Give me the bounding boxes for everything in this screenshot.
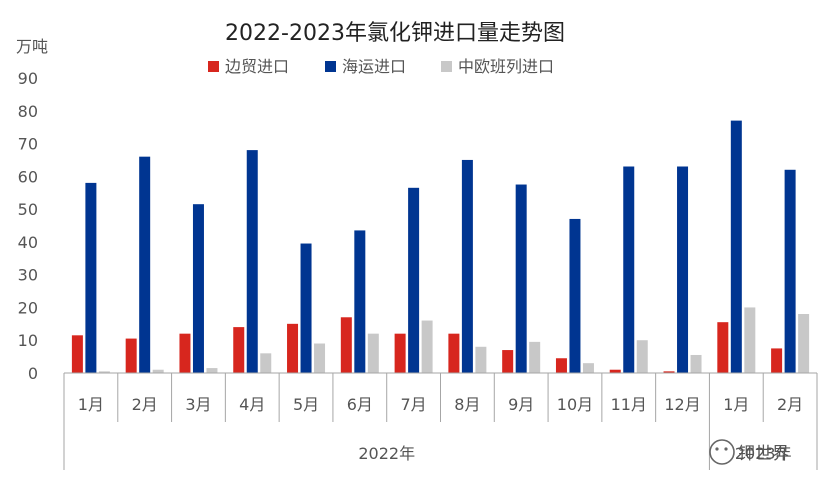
x-tick-label: 8月 [454, 395, 480, 414]
bar [367, 333, 379, 373]
bar [609, 369, 621, 373]
legend-label: 中欧班列进口 [458, 57, 554, 76]
bar [125, 338, 137, 373]
x-tick-label: 10月 [557, 395, 593, 414]
bar [529, 341, 541, 373]
bar [677, 166, 689, 373]
x-tick-label: 6月 [347, 395, 373, 414]
bar [690, 354, 702, 373]
bar [730, 120, 742, 373]
y-tick-label: 0 [28, 364, 38, 383]
bar [771, 348, 783, 373]
bar [98, 371, 110, 373]
x-tick-label: 2月 [132, 395, 158, 414]
legend-swatch [208, 61, 219, 72]
y-tick-label: 20 [18, 298, 38, 317]
bar [569, 218, 581, 373]
watermark: 钾世界 [709, 439, 789, 465]
y-tick-label: 60 [18, 167, 38, 186]
bar [71, 335, 83, 373]
bar [636, 340, 648, 373]
bar [192, 204, 204, 373]
bar [287, 323, 299, 373]
wechat-icon-eye-right [724, 447, 728, 451]
bar [798, 314, 810, 373]
bar [152, 369, 164, 373]
x-tick-label: 2月 [777, 395, 803, 414]
bar [408, 187, 420, 373]
x-tick-label: 5月 [293, 395, 319, 414]
y-tick-label: 50 [18, 200, 38, 219]
bar [260, 353, 272, 373]
y-tick-label: 70 [18, 135, 38, 154]
bar [475, 346, 487, 373]
y-axis-unit-label: 万吨 [16, 37, 48, 56]
y-tick-label: 10 [18, 331, 38, 350]
legend-label: 海运进口 [342, 57, 406, 76]
bar [394, 333, 406, 373]
x-tick-label: 1月 [723, 395, 749, 414]
bar [502, 350, 514, 373]
y-tick-label: 80 [18, 102, 38, 121]
y-tick-label: 30 [18, 266, 38, 285]
bar [139, 156, 151, 373]
bar [555, 358, 567, 373]
bar [515, 184, 527, 373]
bar [340, 317, 352, 373]
bar [461, 159, 473, 373]
y-axis: 0 10 20 30 40 50 60 70 80 90 [18, 69, 38, 383]
watermark-text: 钾世界 [738, 444, 789, 464]
x-tick-label: 9月 [508, 395, 534, 414]
bar [233, 327, 245, 373]
bar [179, 333, 191, 373]
x-tick-label: 11月 [611, 395, 647, 414]
x-axis: 1月 2月 3月 4月 5月 6月 7月 8月 9月 10月 11月 12月 1月 2月 2022年 2023… [63, 372, 818, 470]
bar [744, 307, 756, 373]
legend-swatch [441, 61, 452, 72]
bar [314, 343, 326, 373]
chart-legend: 边贸进口 海运进口 中欧班列进口 [208, 57, 554, 76]
bar [663, 371, 675, 373]
bar [206, 368, 218, 373]
year-group-label: 2023年 [735, 444, 792, 463]
legend-swatch [325, 61, 336, 72]
bar [246, 150, 258, 373]
y-tick-label: 90 [18, 69, 38, 88]
bar [85, 182, 97, 373]
bar [300, 243, 312, 373]
legend-label: 边贸进口 [225, 57, 289, 76]
x-tick-label: 3月 [185, 395, 211, 414]
bar [354, 230, 366, 373]
y-tick-label: 40 [18, 233, 38, 252]
x-tick-label: 4月 [239, 395, 265, 414]
wechat-icon [709, 439, 735, 465]
wechat-icon-eye-left [715, 447, 719, 451]
bars-layer [71, 120, 810, 373]
x-tick-label: 7月 [401, 395, 427, 414]
bar [421, 320, 433, 373]
year-group-label: 2022年 [358, 444, 415, 463]
bar [784, 169, 796, 373]
bar [623, 166, 635, 373]
chart-title: 2022-2023年氯化钾进口量走势图 [225, 21, 565, 46]
x-tick-label: 1月 [78, 395, 104, 414]
bar [448, 333, 460, 373]
bar [582, 363, 594, 373]
x-tick-label: 12月 [664, 395, 700, 414]
bar [717, 322, 729, 373]
